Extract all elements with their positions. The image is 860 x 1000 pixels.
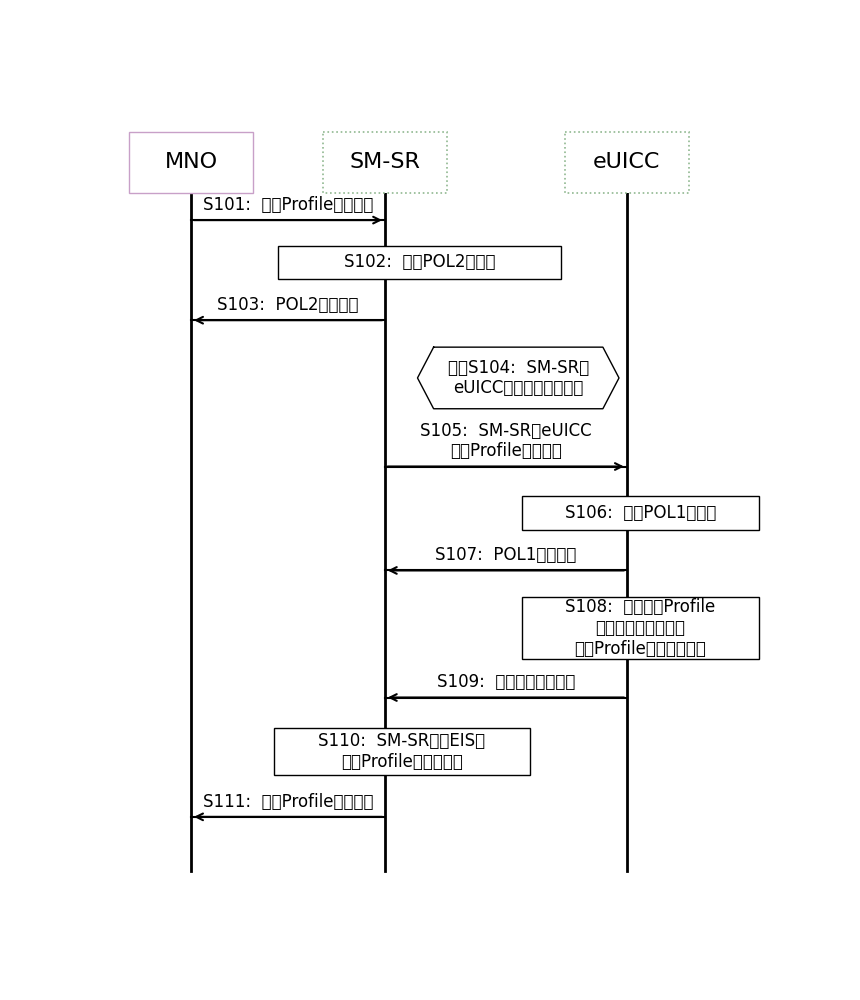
Text: S111:  发送Profile激活结果: S111: 发送Profile激活结果 — [203, 793, 373, 811]
Text: S102:  进行POL2的检测: S102: 进行POL2的检测 — [344, 253, 495, 271]
Bar — [278, 246, 561, 279]
Text: S109:  发送激活确认消息: S109: 发送激活确认消息 — [437, 673, 575, 691]
Bar — [522, 496, 759, 530]
Text: eUICC: eUICC — [593, 152, 660, 172]
Text: S110:  SM-SR更新EIS中
相关Profile的状态信息: S110: SM-SR更新EIS中 相关Profile的状态信息 — [318, 732, 486, 771]
Text: S103:  POL2冲突提示: S103: POL2冲突提示 — [218, 296, 359, 314]
Text: SM-SR: SM-SR — [349, 152, 421, 172]
Text: S105:  SM-SR向eUICC
发送Profile激活请求: S105: SM-SR向eUICC 发送Profile激活请求 — [420, 422, 592, 460]
Text: S101:  发送Profile激活请求: S101: 发送Profile激活请求 — [203, 196, 373, 214]
Bar — [129, 132, 253, 193]
Bar — [522, 597, 759, 659]
Text: 步骤S104:  SM-SR和
eUICC之间进行双向认证: 步骤S104: SM-SR和 eUICC之间进行双向认证 — [447, 359, 589, 397]
Text: S106:  进行POL1的检测: S106: 进行POL1的检测 — [565, 504, 716, 522]
Bar — [274, 728, 530, 775]
Polygon shape — [417, 347, 619, 409]
Text: S107:  POL1冲突提示: S107: POL1冲突提示 — [435, 546, 576, 564]
Text: MNO: MNO — [164, 152, 218, 172]
Bar — [565, 132, 689, 193]
Text: S108:  使当前的Profile
处于去激活状态，使
目标Profile处于激活状态: S108: 使当前的Profile 处于去激活状态，使 目标Profile处于激… — [565, 598, 716, 658]
Bar — [323, 132, 447, 193]
